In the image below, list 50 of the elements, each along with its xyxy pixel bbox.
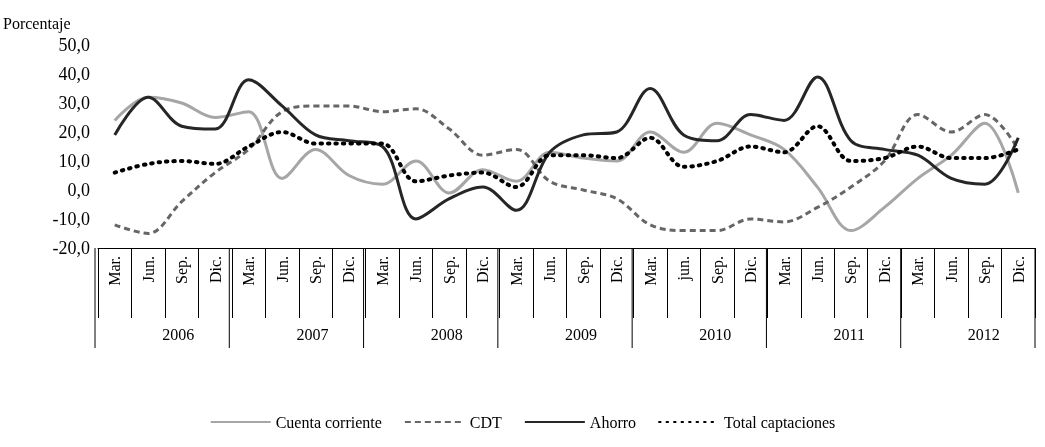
y-axis-title: Porcentaje bbox=[3, 14, 71, 33]
x-tick-label: Mar. bbox=[240, 256, 258, 286]
x-tick-label: Jun. bbox=[808, 256, 826, 283]
x-tick-label: Jun. bbox=[541, 256, 559, 283]
text: 2011 bbox=[833, 325, 865, 343]
x-tick-label: Dic. bbox=[1009, 256, 1027, 284]
legend-label: Total captaciones bbox=[724, 413, 836, 432]
x-tick-label: Mar. bbox=[106, 256, 124, 286]
text: 2008 bbox=[430, 325, 463, 343]
x-tick-label: Sep. bbox=[976, 256, 995, 284]
x-tick-label: Sep. bbox=[574, 256, 593, 284]
x-tick-label: Jun. bbox=[139, 256, 157, 283]
x-tick-label: Jun. bbox=[273, 256, 291, 283]
text: 2009 bbox=[565, 325, 597, 343]
x-tick-label: Mar. bbox=[507, 256, 525, 286]
x-tick-label: Dic. bbox=[875, 256, 893, 284]
y-tick-label: -20,0 bbox=[52, 238, 90, 258]
y-tick-label: 0,0 bbox=[67, 180, 90, 200]
x-tick-label: Sep. bbox=[440, 256, 459, 284]
x-tick-label: Sep. bbox=[842, 256, 861, 284]
x-tick-label: jun. bbox=[675, 256, 694, 282]
y-tick-label: -10,0 bbox=[52, 209, 90, 229]
text: 2010 bbox=[699, 325, 732, 343]
x-tick-label: Dic. bbox=[742, 256, 760, 284]
legend-label: CDT bbox=[469, 413, 503, 431]
x-tick-label: Sep. bbox=[708, 256, 727, 284]
x-tick-label: Jun. bbox=[407, 256, 425, 283]
text: 2006 bbox=[162, 325, 195, 343]
text: 2012 bbox=[967, 325, 1000, 343]
x-tick-label: Sep. bbox=[307, 256, 326, 284]
x-tick-label: Dic. bbox=[340, 256, 358, 284]
x-tick-label: Dic. bbox=[474, 256, 492, 284]
x-tick-label: Mar. bbox=[775, 256, 793, 286]
y-tick-label: 10,0 bbox=[58, 151, 90, 171]
x-tick-label: Mar. bbox=[373, 256, 391, 286]
y-tick-label: 40,0 bbox=[58, 64, 90, 84]
line-series bbox=[113, 75, 1020, 221]
legend-label: Ahorro bbox=[589, 413, 637, 431]
y-tick-label: 20,0 bbox=[58, 122, 90, 142]
x-tick-label: Jun. bbox=[942, 256, 960, 283]
x-tick-label: Dic. bbox=[206, 256, 224, 284]
x-tick-label: Dic. bbox=[608, 256, 626, 284]
text: 2007 bbox=[296, 325, 329, 343]
x-tick-label: Mar. bbox=[909, 256, 927, 286]
line-series bbox=[112, 124, 1021, 190]
y-tick-label: 50,0 bbox=[58, 35, 90, 55]
x-tick-label: Sep. bbox=[173, 256, 192, 284]
x-tick-label: Mar. bbox=[641, 256, 659, 286]
y-tick-label: 30,0 bbox=[58, 93, 90, 113]
legend-label: Cuenta corriente bbox=[275, 413, 382, 431]
